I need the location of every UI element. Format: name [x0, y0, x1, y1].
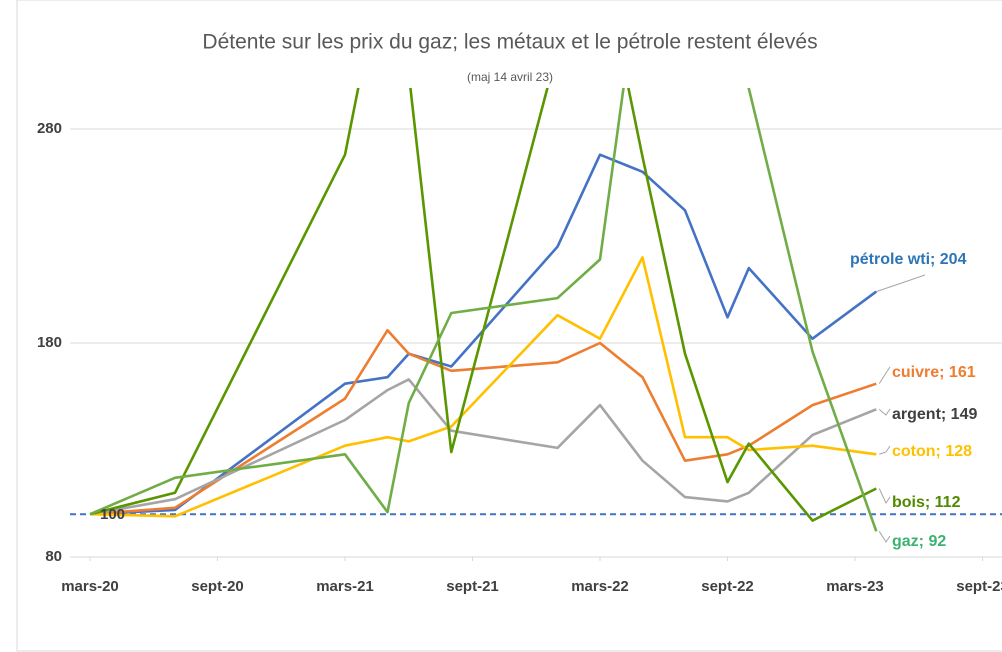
plot-area	[70, 88, 1002, 532]
end-label: bois; 112	[892, 494, 961, 511]
x-tick-label: mars-22	[571, 578, 629, 595]
x-tick-label: sept-21	[446, 578, 499, 595]
y-tick-label: 180	[37, 334, 62, 351]
y-tick-label: 280	[37, 120, 62, 137]
x-tick-label: sept-22	[701, 578, 754, 595]
series-line	[89, 153, 878, 516]
series-line	[89, 88, 877, 522]
chart-frame	[16, 0, 1002, 652]
chart-title: Détente sur les prix du gaz; les métaux …	[202, 31, 817, 54]
end-label: coton; 128	[892, 443, 972, 460]
x-tick-label: mars-20	[61, 578, 119, 595]
end-label: pétrole wti; 204	[850, 251, 967, 268]
end-label: cuivre; 161	[892, 364, 976, 381]
reference-label: 100	[100, 506, 125, 523]
leader-line	[878, 408, 891, 416]
x-tick-label: sept-20	[191, 578, 244, 595]
leader-line	[878, 531, 891, 543]
end-label: argent; 149	[892, 406, 977, 423]
y-tick-label: 80	[45, 548, 62, 565]
leader-line	[879, 445, 891, 455]
series-line	[89, 88, 878, 532]
leader-line	[878, 366, 891, 384]
chart-subtitle: (maj 14 avril 23)	[467, 70, 553, 84]
x-tick-label: mars-23	[826, 578, 884, 595]
leader-line	[876, 274, 926, 293]
x-tick-label: sept-23	[956, 578, 1002, 595]
series-line	[89, 378, 877, 516]
x-tick-label: mars-21	[316, 578, 374, 595]
end-label: gaz; 92	[892, 533, 946, 550]
leader-line	[878, 488, 891, 505]
